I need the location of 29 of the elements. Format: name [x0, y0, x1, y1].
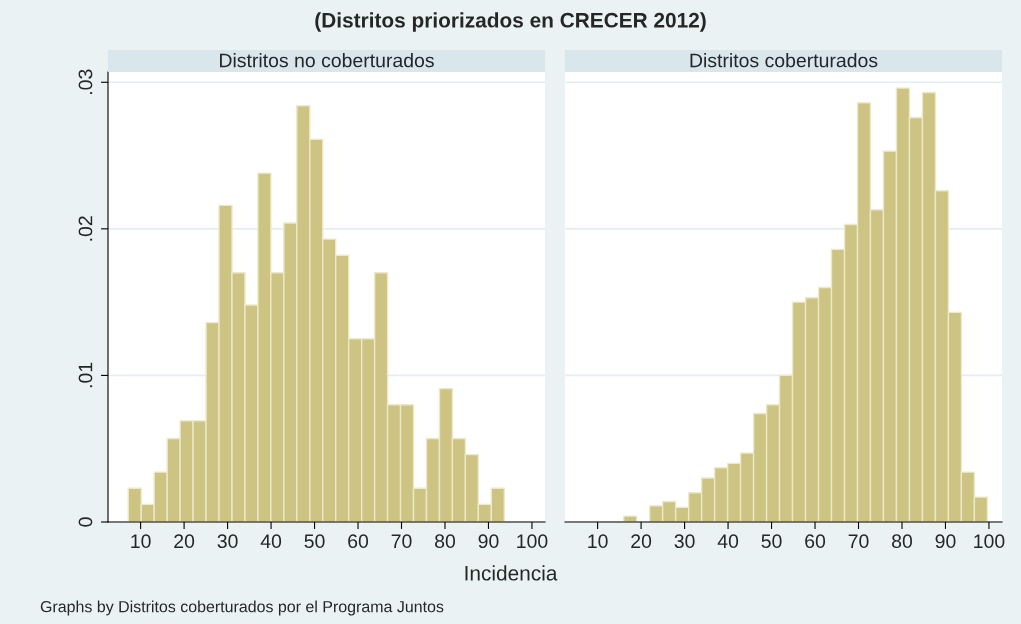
x-tick-label: 60	[348, 534, 369, 549]
y-tick-label: .03	[78, 69, 93, 94]
x-tick-label: 80	[435, 534, 456, 549]
x-tick-label: 30	[674, 534, 695, 549]
x-tick-label: 90	[935, 534, 956, 549]
x-tick-label: 50	[761, 534, 782, 549]
x-tick-label: 20	[631, 534, 652, 549]
text: (Distritos priorizados en CRECER 2012)	[315, 12, 706, 32]
chart-title: Distritos coberturados	[690, 53, 878, 68]
x-axis-title: Incidencia	[465, 565, 558, 581]
x-tick-label: 50	[304, 534, 325, 549]
x-tick-label: 20	[174, 534, 195, 549]
x-tick-label: 10	[588, 534, 608, 549]
x-tick-label: 70	[391, 534, 412, 549]
y-tick-label: .01	[78, 362, 93, 388]
y-tick-label: 0	[78, 517, 93, 527]
y-tick-label: .02	[78, 216, 93, 241]
x-tick-label: 60	[805, 534, 826, 549]
text: Graphs by Distritos coberturados por el Programa Juntos	[40, 600, 444, 616]
x-tick-label: 10	[131, 534, 151, 549]
x-tick-label: 90	[478, 534, 499, 549]
chart-title: Distritos no coberturados	[220, 53, 434, 68]
x-tick-label: 100	[974, 534, 1005, 549]
x-tick-label: 30	[217, 534, 238, 549]
x-tick-label: 40	[717, 534, 739, 549]
x-tick-label: 80	[892, 534, 913, 549]
x-tick-label: 40	[260, 534, 282, 549]
x-tick-label: 100	[517, 534, 548, 549]
x-tick-label: 70	[848, 534, 869, 549]
